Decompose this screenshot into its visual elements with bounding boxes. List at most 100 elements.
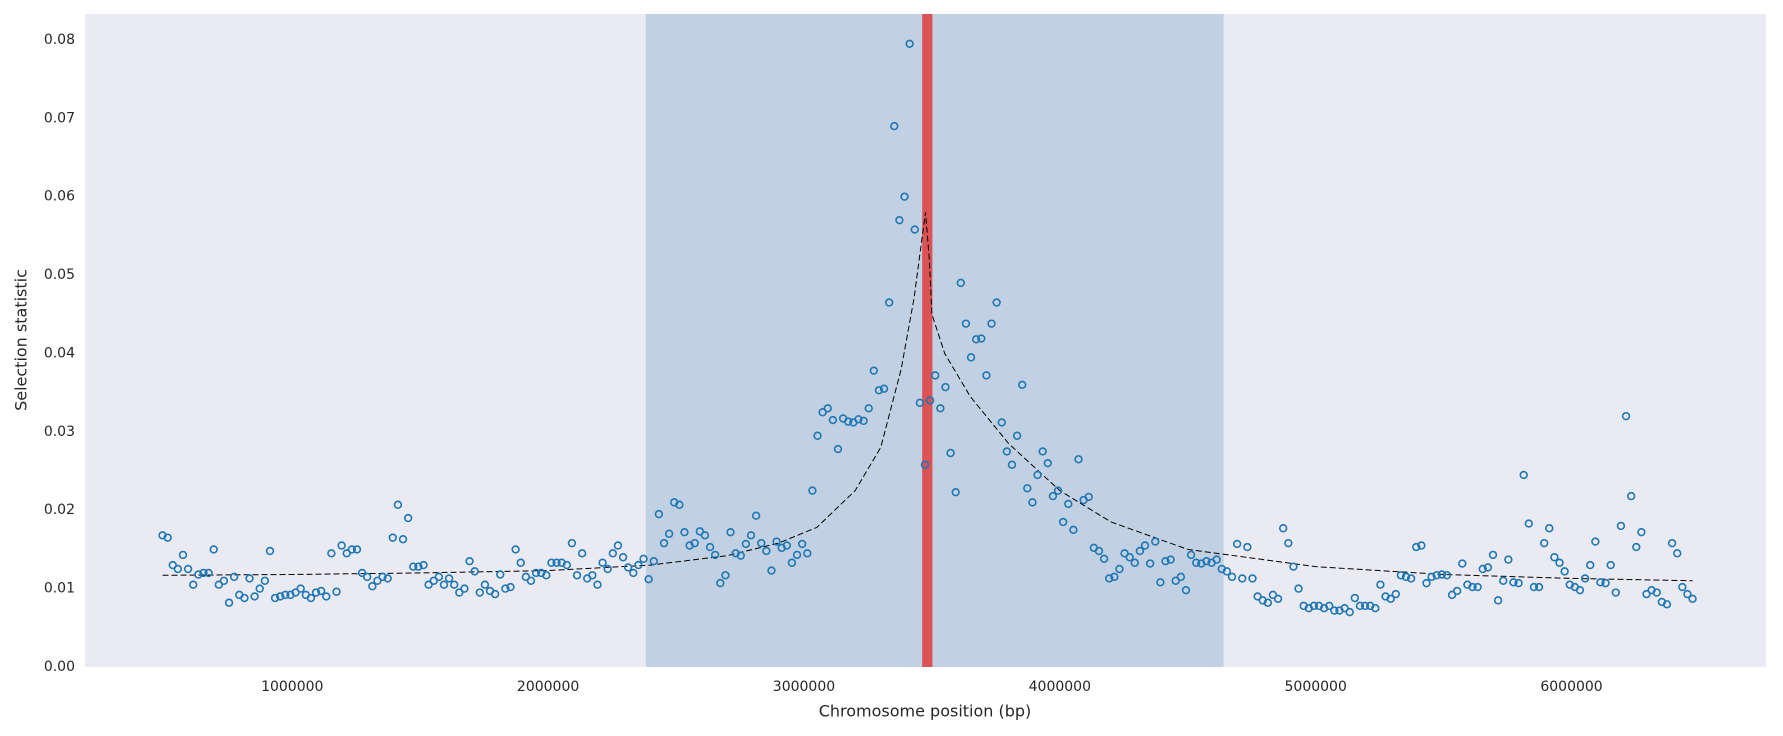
data-point <box>797 539 807 549</box>
data-point <box>1012 431 1022 440</box>
data-point <box>1007 460 1017 469</box>
data-point <box>547 558 556 567</box>
data-point <box>1033 470 1042 480</box>
data-point <box>1023 484 1032 493</box>
data-point <box>1376 580 1385 589</box>
data-point <box>618 553 628 562</box>
data-point <box>1406 574 1416 583</box>
data-point <box>874 386 884 395</box>
data-point <box>1473 582 1482 592</box>
data-point <box>409 562 418 571</box>
data-point <box>577 549 587 558</box>
data-point <box>1176 572 1186 582</box>
data-point <box>1606 560 1615 570</box>
data-point <box>1156 578 1165 587</box>
data-point <box>977 334 986 343</box>
data-point <box>629 568 638 578</box>
data-point <box>1232 539 1242 549</box>
data-point <box>1140 541 1150 550</box>
marks <box>158 39 1697 617</box>
data-point <box>1186 550 1196 560</box>
data-point <box>567 538 577 548</box>
data-point <box>593 580 602 589</box>
data-point <box>787 558 797 567</box>
data-point <box>905 39 914 48</box>
data-point <box>813 431 822 440</box>
data-point <box>460 584 469 593</box>
data-point <box>1181 585 1191 595</box>
data-point <box>1611 588 1621 597</box>
data-point <box>347 545 357 554</box>
data-point <box>455 588 464 597</box>
data-point <box>378 572 387 582</box>
data-point <box>470 567 479 576</box>
data-point <box>419 560 428 570</box>
data-point <box>997 418 1006 427</box>
data-point <box>1294 584 1303 593</box>
y-tick-label: 0.05 <box>44 267 75 283</box>
data-point <box>332 587 341 596</box>
data-point <box>1632 542 1641 552</box>
data-point <box>434 572 444 582</box>
regions <box>645 14 1224 667</box>
data-point <box>168 560 177 570</box>
data-point <box>281 590 290 600</box>
data-point <box>1488 550 1498 560</box>
data-point <box>255 584 264 593</box>
data-point <box>751 511 761 520</box>
data-point <box>429 576 438 585</box>
data-point <box>987 319 996 328</box>
data-point <box>900 192 909 201</box>
data-point <box>1161 556 1170 566</box>
data-point <box>1626 491 1636 501</box>
data-point <box>393 500 403 509</box>
data-point <box>1529 582 1539 592</box>
x-tick-label: 5000000 <box>1285 679 1347 695</box>
data-point <box>327 549 336 558</box>
labels: 0.00 0.01 0.02 0.03 0.04 0.05 0.06 0.07 0.08 1000… <box>44 32 1603 695</box>
data-point <box>716 578 725 588</box>
data-point <box>1412 542 1421 552</box>
data-point <box>516 558 525 567</box>
data-point <box>1580 574 1590 583</box>
data-point <box>721 571 730 580</box>
data-point <box>951 487 960 497</box>
data-point <box>803 549 812 558</box>
data-point <box>1673 549 1682 558</box>
data-point <box>398 535 408 544</box>
data-point <box>982 371 991 380</box>
data-point <box>1550 553 1559 562</box>
data-point <box>772 537 781 546</box>
data-point <box>521 572 531 582</box>
data-point <box>966 353 976 362</box>
data-point <box>1002 447 1012 456</box>
data-point <box>741 539 751 549</box>
data-point <box>173 564 183 574</box>
data-point <box>511 545 520 554</box>
data-point <box>1493 596 1503 605</box>
data-point <box>1166 555 1175 564</box>
data-point <box>373 576 382 585</box>
data-point <box>1145 559 1155 568</box>
data-point <box>1447 590 1457 600</box>
x-tick-label: 1000000 <box>261 679 323 695</box>
x-tick-label: 2000000 <box>517 679 579 695</box>
data-point <box>1345 607 1354 617</box>
data-point <box>941 382 950 392</box>
data-point <box>710 550 720 560</box>
data-point <box>1268 590 1278 600</box>
data-point <box>1202 556 1211 566</box>
data-point <box>608 549 618 558</box>
data-point <box>833 444 843 454</box>
data-point <box>1652 588 1661 597</box>
x-tick-label: 4000000 <box>1029 679 1091 695</box>
data-point <box>1545 524 1554 533</box>
data-point <box>1575 585 1585 595</box>
data-point <box>209 545 218 554</box>
data-point <box>1688 594 1697 603</box>
data-point <box>383 574 392 583</box>
data-point <box>1432 571 1441 580</box>
data-point <box>690 538 699 548</box>
y-tick-label: 0.02 <box>44 502 75 518</box>
data-point <box>496 570 505 579</box>
